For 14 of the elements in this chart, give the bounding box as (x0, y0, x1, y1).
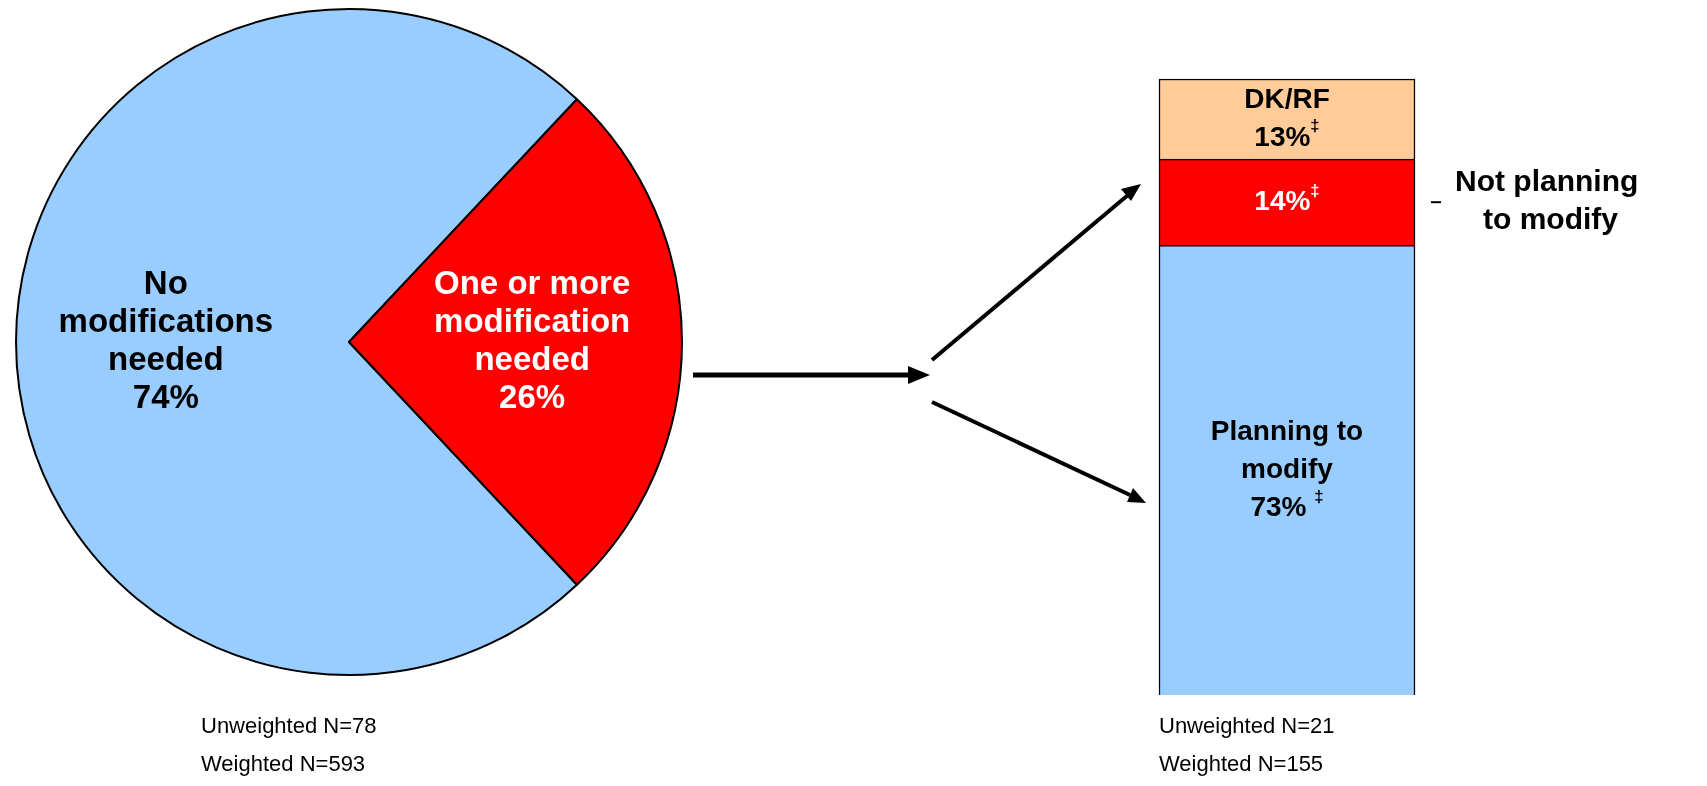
data-label: 14%‡ (1254, 180, 1320, 216)
text: Weighted N=155 (1159, 750, 1325, 778)
text: Unweighted N=78 (201, 712, 377, 740)
text: Unweighted N=21 (1159, 712, 1335, 740)
data-label: 74% (132, 378, 199, 416)
slice-label: One or more modification needed (434, 264, 631, 378)
data-label: 13%‡ (1254, 116, 1320, 152)
text: Weighted N=593 (201, 750, 367, 778)
slice-label: No modifications needed (58, 264, 274, 378)
series-label: Planning to modify (1210, 414, 1364, 484)
series-label: Not planning to modify (1455, 164, 1639, 236)
data-label: 73% ‡ (1250, 486, 1324, 522)
series-label: DK/RF (1244, 82, 1330, 114)
data-label: 26% (499, 378, 566, 416)
